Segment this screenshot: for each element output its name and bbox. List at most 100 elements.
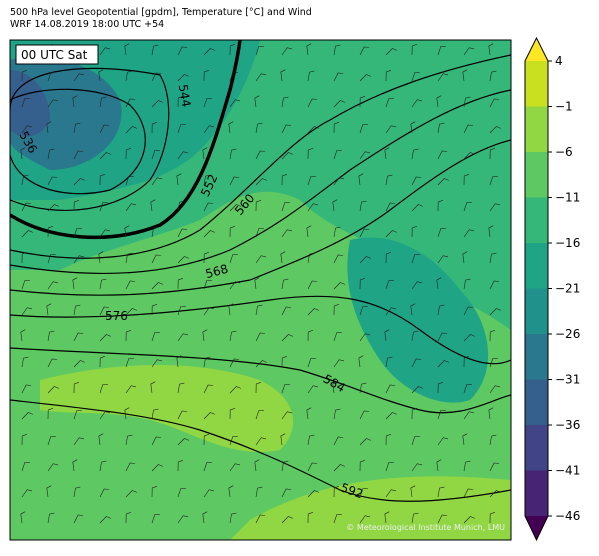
wind-barb [21, 434, 28, 446]
wind-barb [281, 516, 294, 524]
wind-barb [177, 438, 190, 446]
wind-barb [202, 147, 208, 160]
wind-barb [21, 230, 34, 238]
wind-barb [125, 358, 134, 368]
wind-barb [151, 44, 159, 56]
wind-barb [124, 407, 130, 420]
wind-barb [47, 463, 59, 472]
wind-barb [228, 121, 234, 134]
wind-barb [437, 382, 444, 394]
colorbar-extend [525, 516, 548, 540]
wind-barb [333, 226, 341, 238]
wind-barb [73, 332, 84, 342]
wind-barb [229, 226, 236, 238]
colorbar-label: −46 [555, 509, 580, 523]
wind-barb [177, 488, 186, 498]
wind-barb [359, 124, 368, 134]
wind-barb [203, 434, 210, 446]
wind-barb [489, 148, 496, 160]
colorbar-segment [525, 61, 548, 107]
wind-barb [437, 486, 445, 498]
colorbar-segment [525, 425, 548, 471]
wind-barb [489, 176, 498, 186]
wind-barb [21, 356, 29, 368]
wind-barb [281, 460, 289, 472]
wind-barb [437, 150, 448, 160]
field [347, 237, 489, 403]
wind-barb [203, 174, 211, 186]
wind-barb [177, 200, 185, 212]
wind-barb [281, 334, 294, 342]
wind-barb [306, 43, 312, 56]
wind-barb [384, 147, 390, 160]
wind-barb [307, 490, 320, 498]
wind-barb [203, 280, 212, 290]
wind-barb [281, 411, 293, 420]
wind-barb [437, 73, 449, 82]
wind-barb [202, 511, 208, 524]
wind-barb [437, 304, 445, 316]
wind-barb [411, 226, 418, 238]
wind-barb [437, 228, 446, 238]
wind-barb [125, 385, 137, 394]
wind-barb [99, 124, 110, 134]
wind-barb [489, 98, 500, 108]
wind-barb [177, 306, 186, 316]
wind-barb [385, 125, 397, 134]
wind-barb [177, 96, 184, 108]
wind-barb [151, 254, 162, 264]
wind-barb [307, 203, 319, 212]
wind-barb [202, 329, 208, 342]
wind-barb [254, 459, 260, 472]
wind-barb [177, 151, 189, 160]
colorbar-segment [525, 470, 548, 517]
wind-barb [463, 229, 475, 238]
wind-barb [333, 72, 344, 82]
wind-barb [73, 486, 81, 498]
wind-barb [359, 515, 371, 524]
wind-barb [21, 462, 30, 472]
wind-barb [151, 408, 159, 420]
wind-barb [410, 303, 416, 316]
wind-barb [47, 512, 55, 524]
colorbar-segment [525, 243, 548, 289]
wind-barb [203, 356, 211, 368]
wind-barb [47, 99, 59, 108]
wind-barb [437, 360, 450, 368]
wind-barb [359, 306, 368, 316]
wind-barb [255, 200, 262, 212]
wind-barb [333, 122, 340, 134]
field [40, 365, 294, 453]
wind-barb [385, 462, 394, 472]
wind-barb [125, 70, 133, 82]
wind-barb [436, 459, 442, 472]
wind-barb [333, 44, 341, 56]
wind-barb [73, 304, 81, 316]
wind-barb [385, 307, 397, 316]
wind-barb [281, 356, 288, 368]
wind-barb [21, 98, 30, 108]
wind-barb [125, 330, 132, 342]
wind-barb [21, 307, 33, 316]
wind-barb [463, 124, 474, 134]
wind-barb [385, 489, 397, 498]
wind-barb [488, 43, 494, 56]
wind-barb [177, 515, 189, 524]
wind-barb [21, 202, 32, 212]
wind-barb [463, 202, 472, 212]
wind-barb [411, 463, 423, 472]
wind-barb [358, 355, 364, 368]
wind-barb [46, 303, 52, 316]
wind-barb [99, 229, 111, 238]
wind-barb [359, 410, 370, 420]
wind-barb [73, 514, 84, 524]
colorbar-label: −26 [555, 327, 580, 341]
wind-barb [280, 251, 286, 264]
wind-barb [46, 121, 52, 134]
wind-barb [255, 150, 266, 160]
wind-barb [73, 150, 84, 160]
wind-barb [47, 204, 60, 212]
colorbar-label: −41 [555, 464, 580, 478]
wind-barb [489, 70, 497, 82]
wind-barb [359, 438, 372, 446]
